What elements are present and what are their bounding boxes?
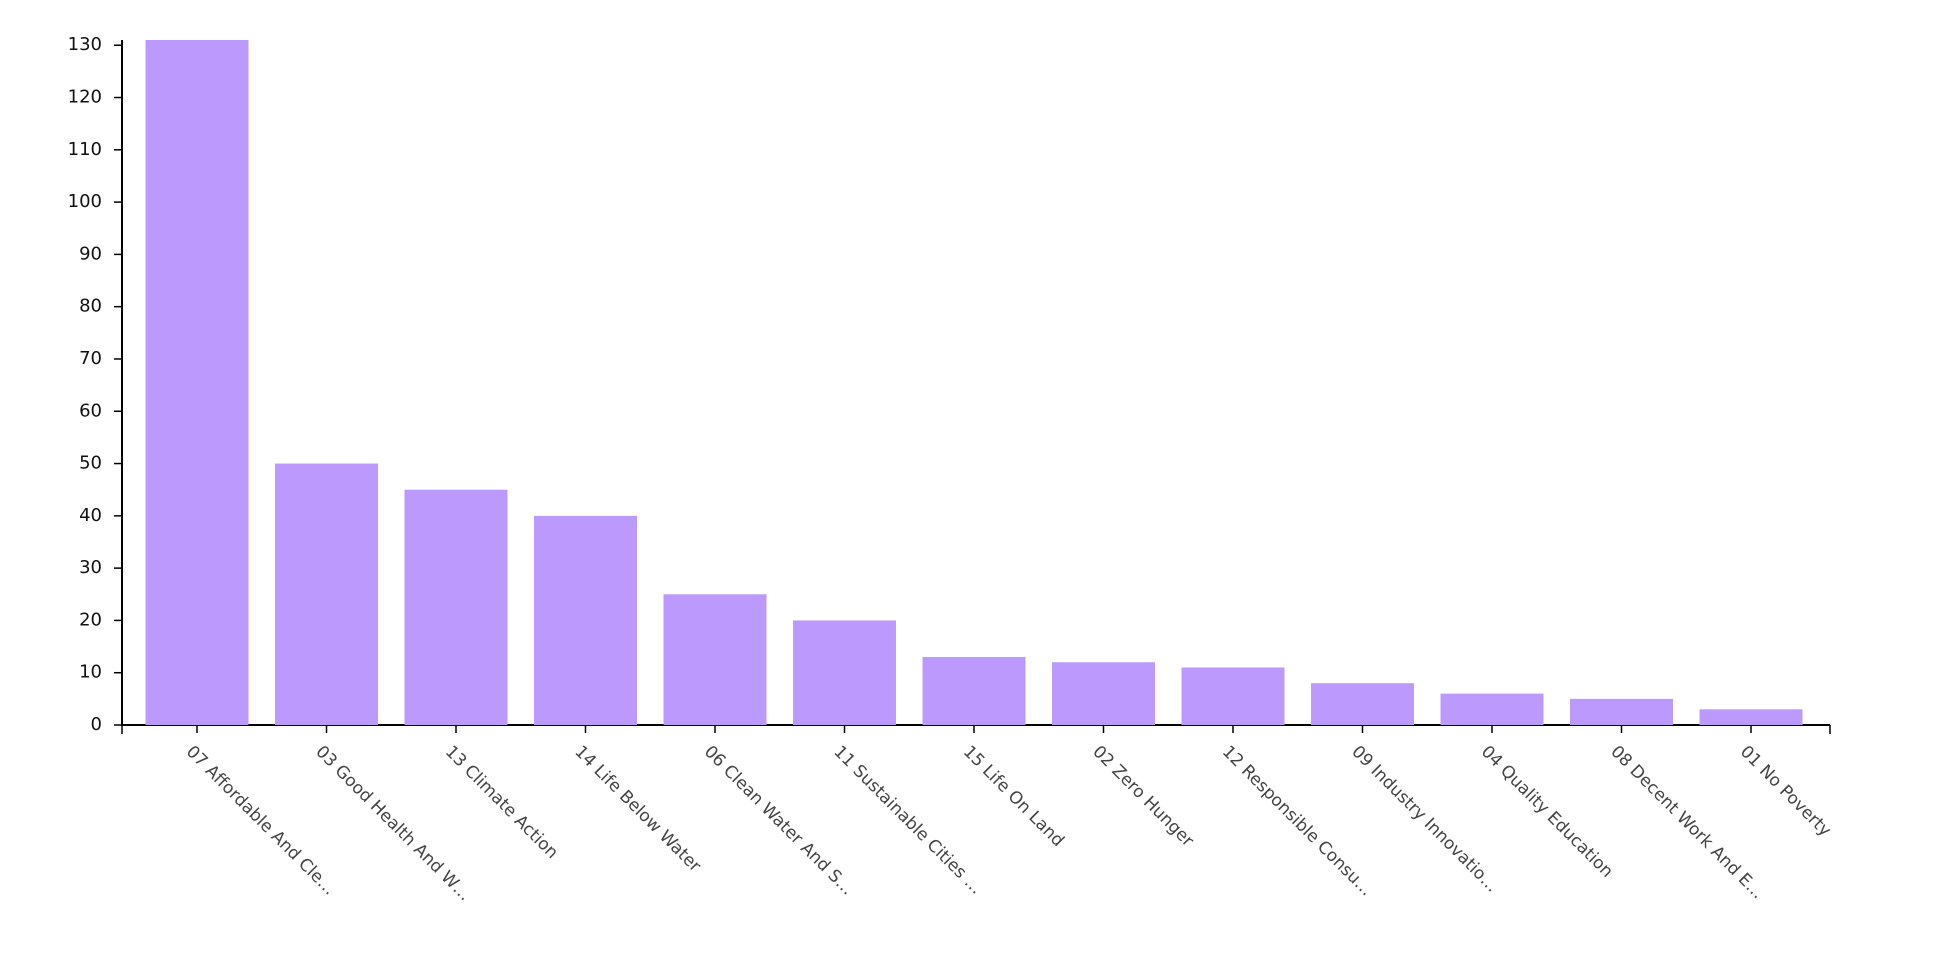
y-tick-label: 120	[68, 87, 102, 108]
y-tick-label: 100	[68, 191, 102, 212]
bar	[1311, 683, 1414, 725]
x-tick-label: 06 Clean Water And S…	[700, 742, 857, 899]
x-tick-label: 11 Sustainable Cities …	[829, 742, 986, 899]
y-tick-label: 90	[79, 243, 102, 264]
x-tick-label: 14 Life Below Water	[570, 742, 704, 876]
y-tick-label: 30	[79, 557, 102, 578]
y-tick-label: 50	[79, 453, 102, 474]
y-tick-label: 60	[79, 400, 102, 421]
x-tick-label: 12 Responsible Consu…	[1218, 742, 1376, 900]
y-tick-label: 130	[68, 34, 102, 55]
y-tick-label: 80	[79, 296, 102, 317]
y-tick-label: 110	[68, 139, 102, 160]
bar	[404, 489, 508, 725]
bar	[1052, 662, 1155, 725]
bar	[1181, 667, 1285, 725]
bar	[145, 40, 249, 725]
bar	[793, 620, 896, 725]
x-tick-label: 04 Quality Education	[1477, 742, 1617, 882]
x-tick-label: 01 No Poverty	[1736, 742, 1835, 841]
x-tick-label: 13 Climate Action	[441, 742, 562, 863]
y-tick-label: 10	[79, 662, 102, 683]
x-tick-label: 09 Industry Innovatio…	[1347, 742, 1502, 897]
x-tick-label: 15 Life On Land	[959, 742, 1068, 851]
bar	[1440, 693, 1544, 725]
y-tick-label: 0	[91, 714, 102, 735]
bar	[922, 657, 1026, 725]
y-tick-label: 70	[79, 348, 102, 369]
bar	[1570, 698, 1673, 725]
y-tick-label: 20	[79, 609, 102, 630]
bar	[663, 594, 767, 725]
bar	[1699, 709, 1803, 725]
y-tick-label: 40	[79, 505, 102, 526]
x-tick-label: 02 Zero Hunger	[1088, 742, 1197, 851]
bar	[275, 463, 378, 725]
bar	[534, 515, 637, 725]
x-tick-label: 07 Affordable And Cle…	[182, 742, 339, 899]
x-tick-label: 08 Decent Work And E…	[1606, 742, 1767, 903]
